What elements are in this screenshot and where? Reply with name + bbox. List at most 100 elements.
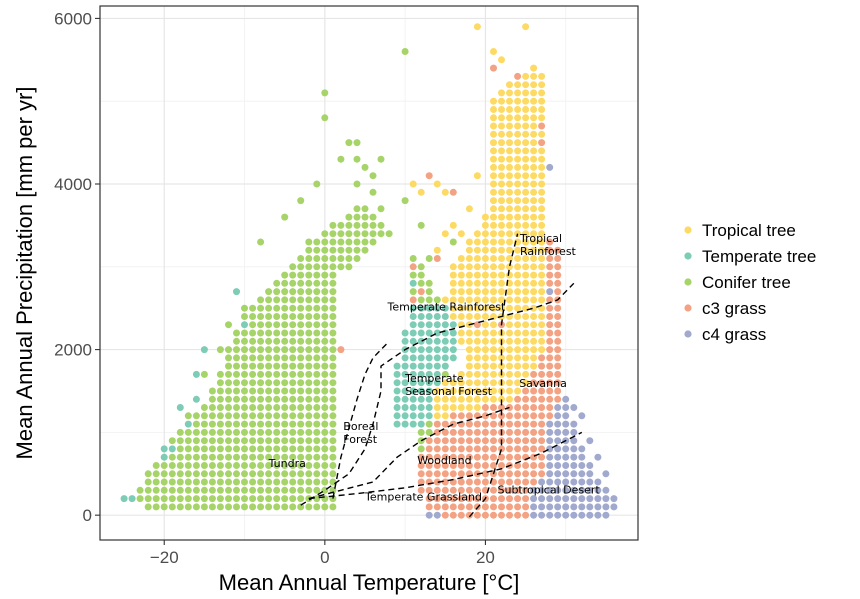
point-conifer-tree xyxy=(184,503,192,511)
point-conifer-tree xyxy=(273,313,281,320)
point-c3-grass xyxy=(554,362,562,370)
point-tropical-tree xyxy=(522,163,530,171)
point-conifer-tree xyxy=(281,379,289,387)
point-conifer-tree xyxy=(192,412,200,420)
point-tropical-tree xyxy=(506,230,513,238)
point-c4-grass xyxy=(570,445,578,453)
point-tropical-tree xyxy=(457,304,465,312)
point-tropical-tree xyxy=(490,255,497,262)
point-conifer-tree xyxy=(273,387,281,395)
data-points xyxy=(120,23,618,519)
point-tropical-tree xyxy=(514,197,522,205)
point-tropical-tree xyxy=(514,354,522,362)
point-conifer-tree xyxy=(233,478,240,486)
point-c3-grass xyxy=(465,511,473,519)
point-conifer-tree xyxy=(216,462,224,469)
point-conifer-tree xyxy=(241,395,248,403)
point-conifer-tree xyxy=(233,503,240,511)
point-conifer-tree xyxy=(249,362,257,370)
point-conifer-tree xyxy=(297,486,305,494)
point-c3-grass xyxy=(473,495,481,503)
point-tropical-tree xyxy=(538,106,546,113)
point-tropical-tree xyxy=(538,255,546,262)
point-c4-grass xyxy=(578,486,586,494)
point-tropical-tree xyxy=(538,188,546,196)
point-conifer-tree xyxy=(257,462,265,469)
point-c3-grass xyxy=(546,313,554,320)
point-tropical-tree xyxy=(490,321,497,329)
point-conifer-tree xyxy=(305,437,313,445)
point-c3-grass xyxy=(530,478,538,486)
point-conifer-tree xyxy=(329,428,337,436)
point-conifer-tree xyxy=(265,453,273,461)
point-tropical-tree xyxy=(490,48,497,55)
point-conifer-tree xyxy=(168,495,176,503)
point-conifer-tree xyxy=(433,296,441,304)
point-temperate-tree xyxy=(401,412,409,420)
point-tropical-tree xyxy=(530,346,538,354)
point-conifer-tree xyxy=(208,470,216,478)
point-c3-grass xyxy=(481,462,489,469)
point-temperate-tree xyxy=(409,313,417,320)
point-c3-grass xyxy=(514,495,522,503)
point-c4-grass xyxy=(562,445,570,453)
point-tropical-tree xyxy=(506,97,513,105)
point-temperate-tree xyxy=(401,362,409,370)
point-conifer-tree xyxy=(329,263,337,271)
point-c3-grass xyxy=(457,445,465,453)
x-tick-label: 0 xyxy=(320,548,329,567)
point-conifer-tree xyxy=(216,428,224,436)
point-c4-grass xyxy=(586,437,594,445)
point-tropical-tree xyxy=(465,354,473,362)
point-c3-grass xyxy=(538,453,546,461)
point-conifer-tree xyxy=(265,288,273,296)
point-conifer-tree xyxy=(216,445,224,453)
point-tropical-tree xyxy=(490,279,497,287)
point-conifer-tree xyxy=(273,428,281,436)
point-conifer-tree xyxy=(192,445,200,453)
point-tropical-tree xyxy=(530,296,538,304)
point-tropical-tree xyxy=(522,205,530,213)
point-temperate-tree xyxy=(433,337,441,345)
point-c4-grass xyxy=(586,470,594,478)
point-conifer-tree xyxy=(216,503,224,511)
point-conifer-tree xyxy=(353,213,361,221)
point-tropical-tree xyxy=(538,172,546,180)
point-conifer-tree xyxy=(297,445,305,453)
point-c3-grass xyxy=(506,428,513,436)
point-c4-grass xyxy=(546,437,554,445)
point-c3-grass xyxy=(457,511,465,519)
point-c3-grass xyxy=(546,362,554,370)
point-c3-grass xyxy=(538,370,546,378)
point-c3-grass xyxy=(490,404,497,411)
point-c3-grass xyxy=(481,511,489,519)
point-conifer-tree xyxy=(225,354,232,362)
point-c3-grass xyxy=(522,437,530,445)
point-tropical-tree xyxy=(506,238,513,246)
point-tropical-tree xyxy=(481,395,489,403)
biome-label-line: Forest xyxy=(343,433,377,446)
point-conifer-tree xyxy=(329,462,337,469)
point-c3-grass xyxy=(417,486,425,494)
point-conifer-tree xyxy=(289,387,297,395)
point-conifer-tree xyxy=(208,412,216,420)
point-temperate-tree xyxy=(449,354,457,362)
point-conifer-tree xyxy=(273,412,281,420)
point-tropical-tree xyxy=(481,221,489,229)
point-tropical-tree xyxy=(538,346,546,354)
point-conifer-tree xyxy=(249,495,257,503)
point-temperate-tree xyxy=(409,362,417,370)
point-conifer-tree xyxy=(257,412,265,420)
y-tick-label: 6000 xyxy=(54,9,92,28)
point-temperate-tree xyxy=(233,288,240,296)
point-conifer-tree xyxy=(417,296,425,304)
point-conifer-tree xyxy=(265,337,273,345)
point-tropical-tree xyxy=(465,205,473,213)
point-tropical-tree xyxy=(498,139,505,147)
point-c3-grass xyxy=(538,139,546,147)
point-conifer-tree xyxy=(353,255,361,262)
point-conifer-tree xyxy=(208,453,216,461)
point-conifer-tree xyxy=(289,470,297,478)
point-conifer-tree xyxy=(281,503,289,511)
point-tropical-tree xyxy=(538,89,546,97)
